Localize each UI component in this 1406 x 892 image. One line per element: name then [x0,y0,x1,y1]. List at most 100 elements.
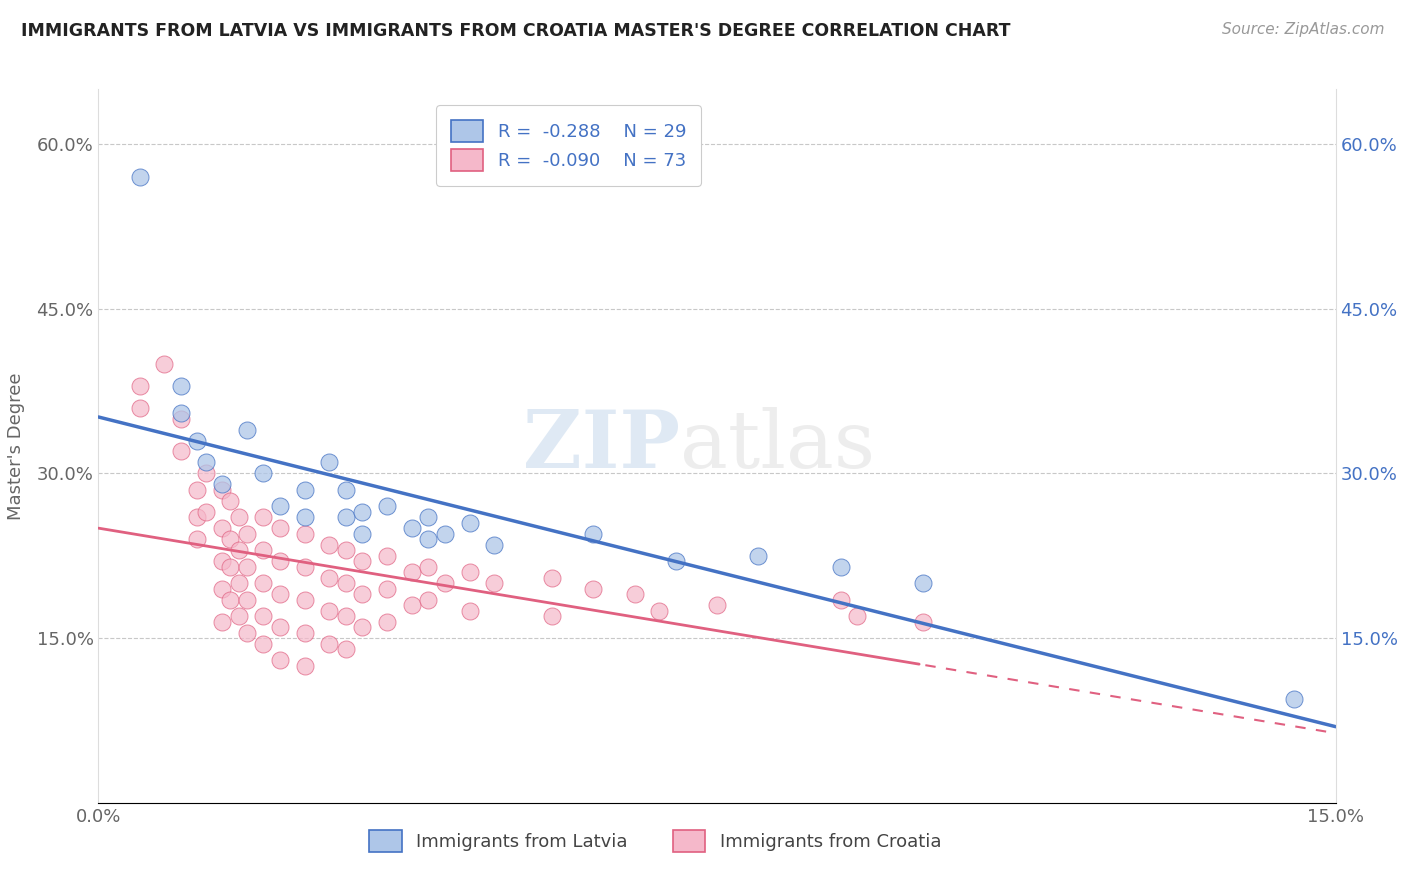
Point [269,554,291,568]
Point [186,434,208,448]
Point [401,521,423,535]
Point [219,533,242,547]
Point [252,576,274,591]
Point [211,477,233,491]
Point [228,609,250,624]
Point [830,559,852,574]
Point [335,543,357,558]
Point [458,566,481,580]
Point [194,505,217,519]
Point [153,357,176,371]
Point [294,658,316,673]
Point [211,582,233,596]
Point [335,642,357,657]
Point [170,444,193,458]
Point [186,533,208,547]
Point [706,598,728,612]
Point [747,549,769,563]
Point [128,169,150,184]
Point [458,516,481,530]
Point [252,637,274,651]
Point [211,483,233,497]
Point [375,615,398,629]
Point [128,401,150,415]
Legend: Immigrants from Latvia, Immigrants from Croatia: Immigrants from Latvia, Immigrants from … [357,818,953,865]
Point [418,559,440,574]
Point [128,378,150,392]
Point [228,576,250,591]
Point [318,604,340,618]
Point [375,549,398,563]
Point [665,554,688,568]
Point [541,571,564,585]
Point [541,609,564,624]
Point [335,483,357,497]
Point [484,538,506,552]
Point [375,500,398,514]
Point [352,526,374,541]
Point [418,533,440,547]
Point [269,500,291,514]
Point [294,483,316,497]
Point [458,604,481,618]
Point [335,609,357,624]
Point [433,526,456,541]
Point [582,526,605,541]
Point [1284,691,1306,706]
Point [269,521,291,535]
Point [269,620,291,634]
Y-axis label: Master's Degree: Master's Degree [7,372,25,520]
Point [186,510,208,524]
Point [294,625,316,640]
Point [170,411,193,425]
Point [294,592,316,607]
Point [228,510,250,524]
Point [194,455,217,469]
Point [335,576,357,591]
Point [418,592,440,607]
Point [318,455,340,469]
Point [830,592,852,607]
Point [294,526,316,541]
Point [294,510,316,524]
Point [401,566,423,580]
Point [582,582,605,596]
Point [269,587,291,601]
Point [236,625,259,640]
Point [648,604,671,618]
Point [912,615,935,629]
Point [236,592,259,607]
Point [236,423,259,437]
Point [484,576,506,591]
Point [236,526,259,541]
Point [252,510,274,524]
Point [433,576,456,591]
Point [211,521,233,535]
Point [252,609,274,624]
Point [269,653,291,667]
Text: ZIP: ZIP [523,407,681,485]
Point [170,378,193,392]
Point [401,598,423,612]
Point [352,587,374,601]
Point [194,467,217,481]
Point [318,538,340,552]
Point [219,592,242,607]
Point [623,587,645,601]
Point [186,483,208,497]
Point [912,576,935,591]
Text: Source: ZipAtlas.com: Source: ZipAtlas.com [1222,22,1385,37]
Point [252,543,274,558]
Point [219,559,242,574]
Point [418,510,440,524]
Point [335,510,357,524]
Point [170,406,193,420]
Point [375,582,398,596]
Text: IMMIGRANTS FROM LATVIA VS IMMIGRANTS FROM CROATIA MASTER'S DEGREE CORRELATION CH: IMMIGRANTS FROM LATVIA VS IMMIGRANTS FRO… [21,22,1011,40]
Point [352,620,374,634]
Point [236,559,259,574]
Point [219,494,242,508]
Point [352,505,374,519]
Point [352,554,374,568]
Point [211,554,233,568]
